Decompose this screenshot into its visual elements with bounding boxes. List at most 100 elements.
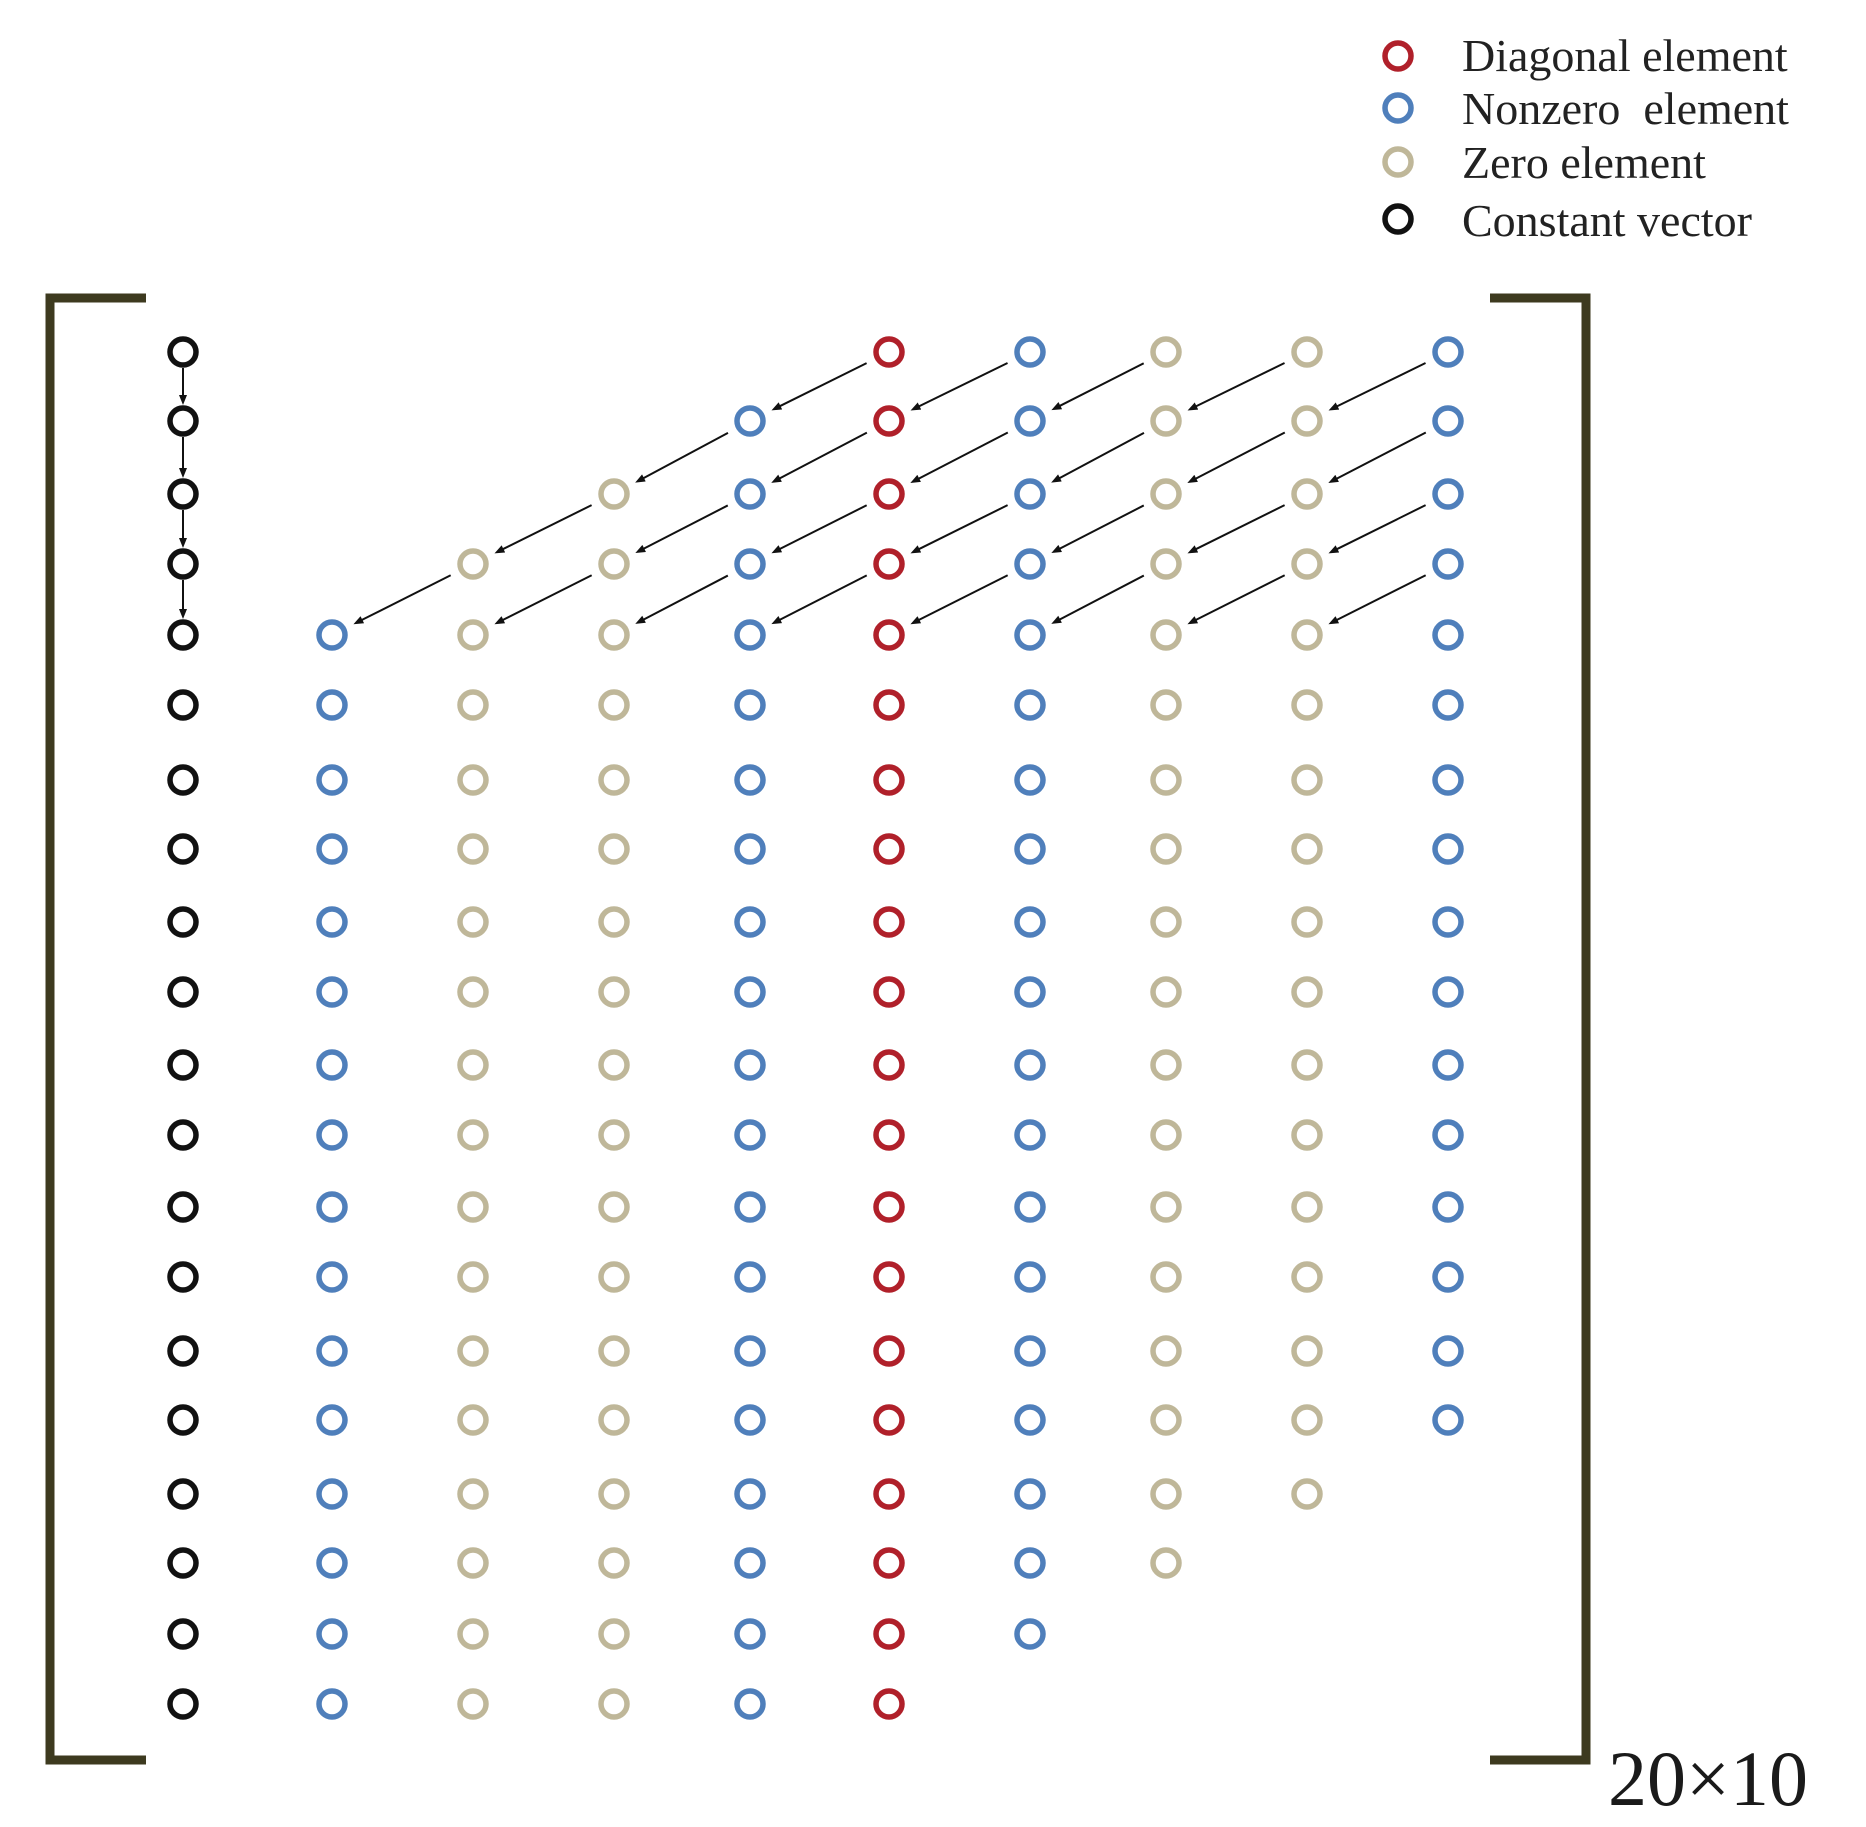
zero-element-marker bbox=[1150, 619, 1182, 651]
zero-element-marker bbox=[457, 689, 489, 721]
nonzero-element-marker bbox=[734, 906, 766, 938]
diagonal-element-marker bbox=[873, 764, 905, 796]
diagonal-element-marker bbox=[873, 405, 905, 437]
nonzero-element-marker bbox=[1014, 689, 1046, 721]
nonzero-element-marker bbox=[316, 1618, 348, 1650]
constant-vector-marker bbox=[167, 1049, 199, 1081]
zero-element-marker bbox=[598, 976, 630, 1008]
shift-arrows bbox=[179, 362, 1427, 625]
zero-element-marker bbox=[1150, 1335, 1182, 1367]
zero-element-marker bbox=[598, 1191, 630, 1223]
diagonal-shift-arrow bbox=[910, 504, 1009, 554]
nonzero-element-marker bbox=[1432, 906, 1464, 938]
nonzero-element-marker bbox=[316, 1261, 348, 1293]
constant-vector bbox=[167, 336, 199, 1720]
zero-element-marker bbox=[1150, 906, 1182, 938]
nonzero-element-marker bbox=[734, 405, 766, 437]
diagonal-shift-arrow bbox=[910, 431, 1009, 483]
diagonal-shift-arrow bbox=[771, 362, 868, 411]
legend-label-zero: Zero element bbox=[1462, 137, 1706, 188]
zero-element-marker bbox=[457, 833, 489, 865]
diagonal-shift-arrow bbox=[1328, 362, 1426, 411]
nonzero-element-marker bbox=[316, 1478, 348, 1510]
zero-element-marker bbox=[1291, 1049, 1323, 1081]
diagonal-element-marker bbox=[873, 1049, 905, 1081]
nonzero-element-marker bbox=[316, 1404, 348, 1436]
nonzero-marker-icon bbox=[1382, 92, 1414, 124]
nonzero-element-marker bbox=[1014, 1261, 1046, 1293]
diagonal-element-marker bbox=[873, 1547, 905, 1579]
nonzero-element-marker bbox=[316, 1049, 348, 1081]
zero-element-marker bbox=[1150, 1404, 1182, 1436]
zero-element-marker bbox=[457, 1404, 489, 1436]
left-bracket bbox=[45, 293, 146, 1765]
constant-vector-marker bbox=[167, 1119, 199, 1151]
constant-vector-marker bbox=[167, 764, 199, 796]
nonzero-element-marker bbox=[316, 833, 348, 865]
nonzero-element-marker bbox=[734, 1191, 766, 1223]
legend-item-zero: Zero element bbox=[1382, 137, 1706, 188]
zero-element-marker bbox=[457, 1618, 489, 1650]
diagonal-shift-arrow bbox=[910, 362, 1008, 411]
nonzero-element-marker bbox=[734, 548, 766, 580]
zero-element-marker bbox=[598, 1404, 630, 1436]
zero-element-marker bbox=[1291, 478, 1323, 510]
constant-vector-marker bbox=[167, 1547, 199, 1579]
zero-element-marker bbox=[1291, 1119, 1323, 1151]
nonzero-element-marker bbox=[1432, 548, 1464, 580]
diagonal-shift-arrow bbox=[1187, 362, 1285, 411]
zero-element-marker bbox=[1150, 478, 1182, 510]
zero-element-marker bbox=[1291, 1404, 1323, 1436]
diagonal-element-marker bbox=[873, 1404, 905, 1436]
zero-element-marker bbox=[598, 689, 630, 721]
constant-vector-marker bbox=[167, 478, 199, 510]
nonzero-element-marker bbox=[734, 833, 766, 865]
legend-item-constant: Constant vector bbox=[1382, 195, 1752, 246]
zero-element-marker bbox=[457, 976, 489, 1008]
zero-element-marker bbox=[1150, 833, 1182, 865]
zero-element-marker bbox=[1291, 976, 1323, 1008]
nonzero-element-marker bbox=[734, 1478, 766, 1510]
nonzero-element-marker bbox=[734, 1688, 766, 1720]
nonzero-element-marker bbox=[1432, 1049, 1464, 1081]
zero-element-marker bbox=[598, 1547, 630, 1579]
diagonal-shift-arrow bbox=[353, 574, 452, 625]
zero-element-marker bbox=[1150, 548, 1182, 580]
matrix-elements bbox=[316, 336, 1464, 1720]
nonzero-element-marker bbox=[734, 619, 766, 651]
diagonal-element-marker bbox=[873, 1261, 905, 1293]
nonzero-element-marker bbox=[316, 1335, 348, 1367]
diagonal-shift-arrow bbox=[771, 504, 868, 554]
nonzero-element-marker bbox=[1432, 1335, 1464, 1367]
nonzero-element-marker bbox=[1432, 1191, 1464, 1223]
nonzero-element-marker bbox=[1432, 619, 1464, 651]
diagonal-element-marker bbox=[873, 619, 905, 651]
nonzero-element-marker bbox=[734, 976, 766, 1008]
zero-element-marker bbox=[457, 1049, 489, 1081]
nonzero-element-marker bbox=[734, 1049, 766, 1081]
constant-vector-marker bbox=[167, 1261, 199, 1293]
diagonal-shift-arrow bbox=[1187, 574, 1286, 625]
diagonal-shift-arrow bbox=[1187, 504, 1286, 554]
nonzero-element-marker bbox=[1432, 1404, 1464, 1436]
zero-element-marker bbox=[1150, 1119, 1182, 1151]
nonzero-element-marker bbox=[1014, 1404, 1046, 1436]
constant-vector-marker bbox=[167, 405, 199, 437]
diagonal-element-marker bbox=[873, 1688, 905, 1720]
nonzero-element-marker bbox=[316, 1688, 348, 1720]
nonzero-element-marker bbox=[1014, 1335, 1046, 1367]
zero-element-marker bbox=[457, 1335, 489, 1367]
zero-element-marker bbox=[457, 1191, 489, 1223]
zero-element-marker bbox=[1150, 405, 1182, 437]
nonzero-element-marker bbox=[734, 1404, 766, 1436]
nonzero-element-marker bbox=[316, 906, 348, 938]
diagonal-shift-arrow bbox=[771, 574, 868, 625]
legend-label-diagonal: Diagonal element bbox=[1462, 30, 1788, 81]
zero-element-marker bbox=[598, 1335, 630, 1367]
nonzero-element-marker bbox=[734, 764, 766, 796]
nonzero-element-marker bbox=[316, 764, 348, 796]
diagonal-element-marker bbox=[873, 833, 905, 865]
zero-element-marker bbox=[1291, 833, 1323, 865]
nonzero-element-marker bbox=[1432, 833, 1464, 865]
